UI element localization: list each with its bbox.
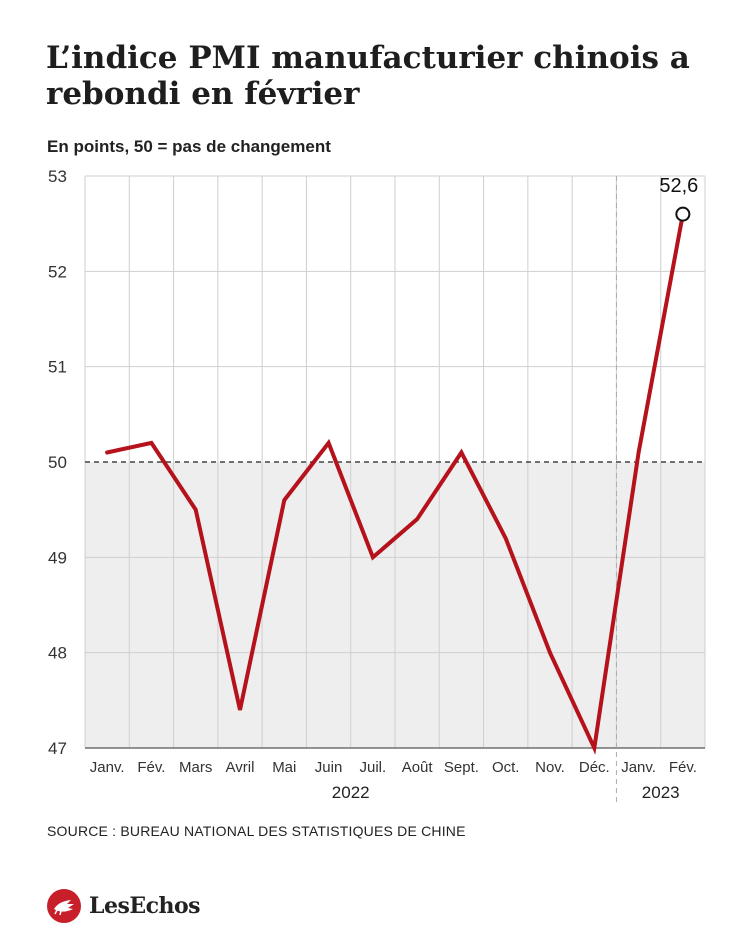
x-tick-label: Nov. — [535, 759, 565, 776]
x-tick-label: Mars — [179, 759, 212, 776]
les-echos-bird-icon — [47, 889, 81, 923]
x-tick-label: Janv. — [90, 759, 125, 776]
pmi-line-chart: 47 48 49 50 51 52 53 Janv. Fév. Mars Avril Mai Juin J… — [48, 167, 706, 802]
x-tick-label: Sept. — [444, 759, 479, 776]
y-tick-label: 49 — [48, 548, 67, 567]
x-tick-label: Mai — [272, 759, 296, 776]
chart-title: L’indice PMI manufacturier chinois a reb… — [46, 40, 690, 112]
chart-subtitle: En points, 50 = pas de changement — [47, 137, 331, 156]
y-tick-label: 50 — [48, 453, 67, 472]
y-tick-label: 53 — [48, 167, 67, 186]
last-point-marker — [675, 206, 691, 222]
x-tick-label: Déc. — [579, 759, 610, 776]
year-label: 2022 — [332, 783, 370, 802]
x-tick-label: Fév. — [669, 759, 697, 776]
brand-logo: LesEchos — [47, 889, 201, 923]
source-note: SOURCE : BUREAU NATIONAL DES STATISTIQUE… — [47, 823, 466, 839]
x-tick-label: Fév. — [137, 759, 165, 776]
x-tick-label: Juin — [315, 759, 343, 776]
pmi-series-line — [105, 212, 685, 755]
last-point-label: 52,6 — [659, 175, 698, 197]
x-tick-label: Oct. — [492, 759, 520, 776]
x-tick-label: Janv. — [621, 759, 656, 776]
x-tick-label: Juil. — [360, 759, 387, 776]
brand-name: LesEchos — [89, 893, 201, 919]
y-tick-label: 48 — [48, 644, 67, 663]
x-tick-label: Août — [402, 759, 434, 776]
y-tick-label: 47 — [48, 739, 67, 758]
year-label: 2023 — [642, 783, 680, 802]
x-tick-label: Avril — [226, 759, 255, 776]
y-tick-label: 52 — [48, 262, 67, 281]
y-tick-label: 51 — [48, 358, 67, 377]
